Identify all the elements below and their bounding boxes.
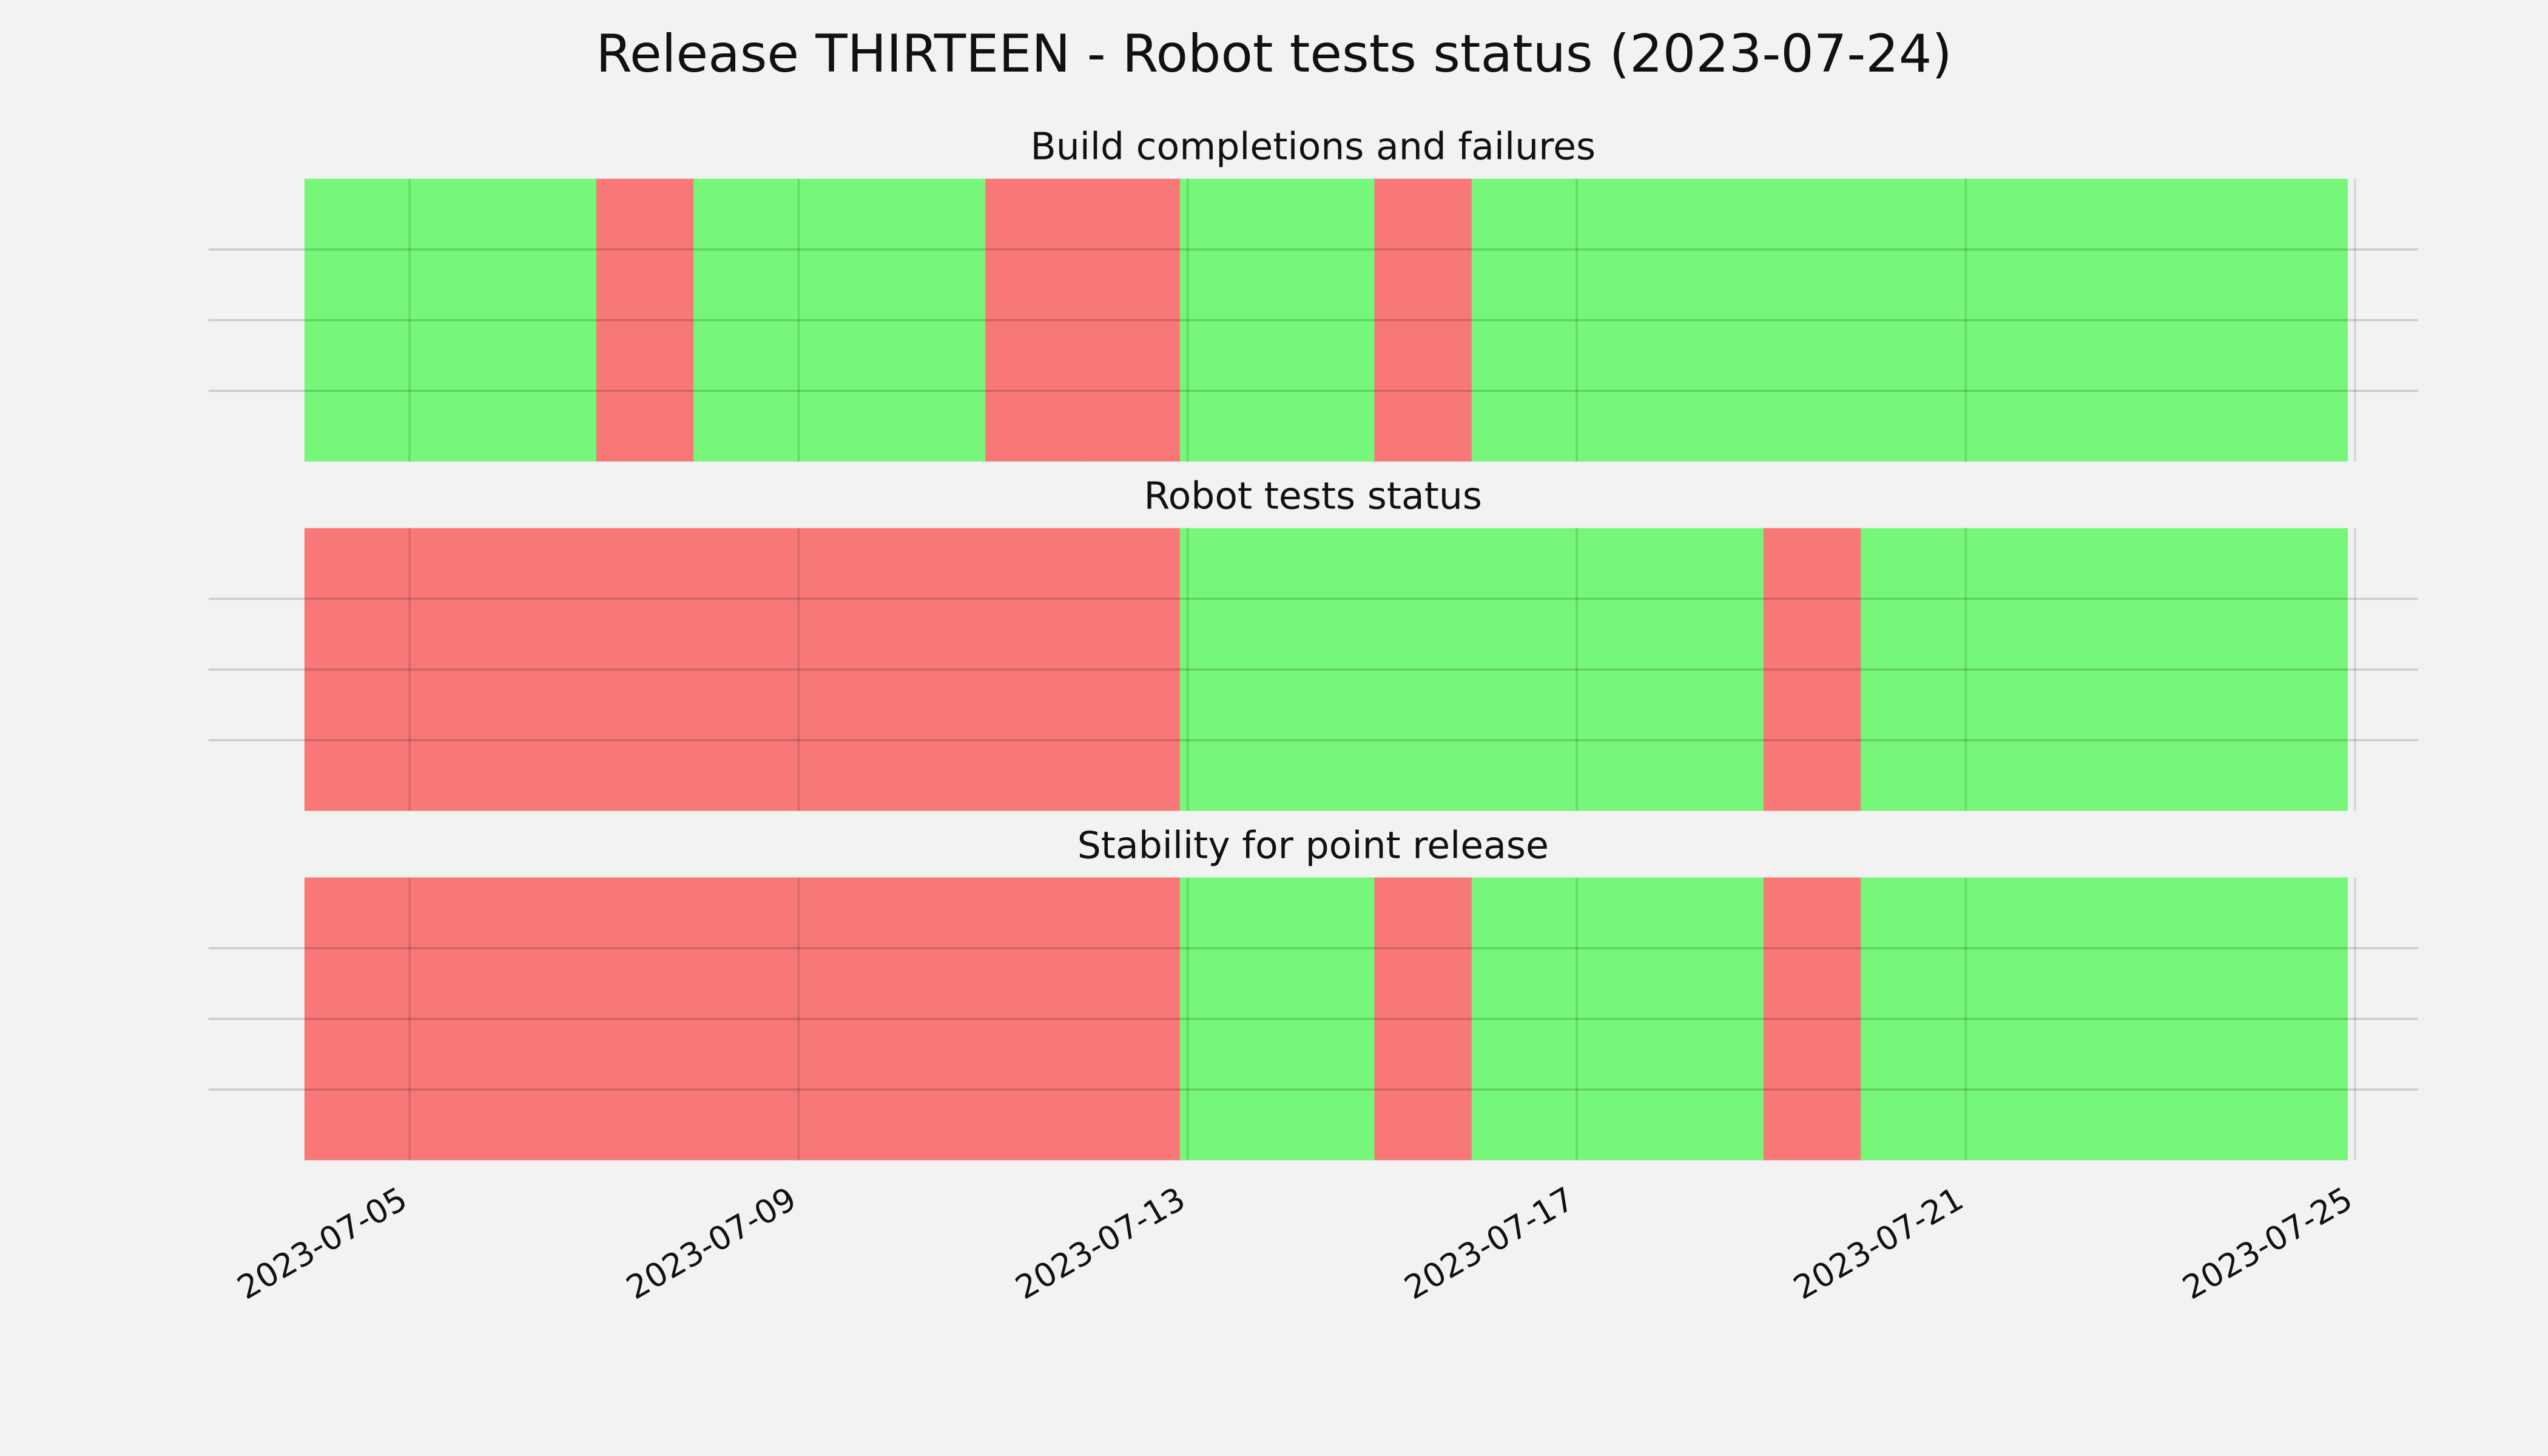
status-span xyxy=(1374,178,1472,462)
status-span xyxy=(693,178,792,462)
status-span xyxy=(1861,178,1959,462)
status-span xyxy=(1763,528,1862,811)
status-span xyxy=(304,528,403,811)
status-span xyxy=(1082,178,1181,462)
status-span xyxy=(2250,528,2348,811)
status-span xyxy=(402,877,500,1161)
status-span xyxy=(402,528,500,811)
status-span xyxy=(1471,877,1570,1161)
status-span xyxy=(596,178,695,462)
panel-title: Build completions and failures xyxy=(1030,125,1596,169)
status-span xyxy=(1277,528,1375,811)
status-span xyxy=(2152,877,2251,1161)
status-span xyxy=(1471,178,1570,462)
status-span xyxy=(1861,877,1959,1161)
status-span xyxy=(499,178,597,462)
status-span xyxy=(1277,877,1375,1161)
status-span xyxy=(1471,528,1570,811)
status-span xyxy=(304,178,403,462)
status-span xyxy=(2055,528,2154,811)
status-span xyxy=(790,528,889,811)
panel-title: Stability for point release xyxy=(1077,823,1549,867)
status-span xyxy=(1666,877,1764,1161)
status-span xyxy=(1666,528,1764,811)
status-span xyxy=(1958,528,2056,811)
status-span xyxy=(985,877,1084,1161)
figure-title: Release THIRTEEN - Robot tests status (2… xyxy=(596,24,1952,84)
status-span xyxy=(499,877,597,1161)
status-span xyxy=(304,877,403,1161)
status-span xyxy=(790,178,889,462)
status-span xyxy=(985,178,1084,462)
status-span xyxy=(1569,877,1667,1161)
status-span xyxy=(693,877,792,1161)
status-span xyxy=(1179,877,1278,1161)
status-span xyxy=(596,528,695,811)
status-span xyxy=(402,178,500,462)
status-span xyxy=(888,528,986,811)
status-span xyxy=(1082,528,1181,811)
status-span xyxy=(985,528,1084,811)
status-span xyxy=(1763,877,1862,1161)
status-span xyxy=(2250,877,2348,1161)
status-span xyxy=(1861,528,1959,811)
status-span xyxy=(2250,178,2348,462)
status-span xyxy=(1277,178,1375,462)
panel-title: Robot tests status xyxy=(1144,474,1482,517)
status-span xyxy=(1569,178,1667,462)
status-span xyxy=(1374,877,1472,1161)
status-span xyxy=(888,178,986,462)
status-span xyxy=(1958,178,2056,462)
status-span xyxy=(596,877,695,1161)
status-span xyxy=(1666,178,1764,462)
status-span xyxy=(888,877,986,1161)
status-span xyxy=(1958,877,2056,1161)
status-span xyxy=(2055,877,2154,1161)
status-span xyxy=(2152,178,2251,462)
status-span xyxy=(1374,528,1472,811)
status-span xyxy=(499,528,597,811)
status-span xyxy=(2055,178,2154,462)
status-span xyxy=(1179,178,1278,462)
status-span xyxy=(2152,528,2251,811)
status-span xyxy=(1179,528,1278,811)
status-span xyxy=(790,877,889,1161)
status-span xyxy=(1082,877,1181,1161)
status-span xyxy=(1763,178,1862,462)
status-span xyxy=(693,528,792,811)
status-span xyxy=(1569,528,1667,811)
